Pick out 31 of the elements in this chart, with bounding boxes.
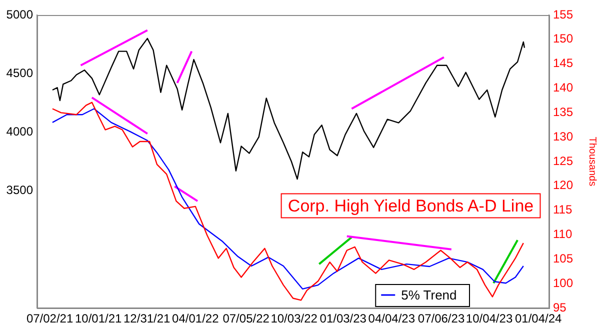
x-tick-label: 10/04/23 xyxy=(466,312,513,326)
x-tick-label: 10/01/21 xyxy=(74,312,122,326)
legend-label: 5% Trend xyxy=(401,288,457,303)
x-tick-label: 12/31/21 xyxy=(124,312,171,326)
y-tick-label: 3500 xyxy=(6,183,34,198)
x-tick-label: 07/05/22 xyxy=(222,312,270,326)
y2-tick-label: 155 xyxy=(553,7,574,22)
y2-tick-label: 95 xyxy=(553,300,567,314)
x-tick-label: 04/01/22 xyxy=(172,312,220,326)
y-tick-label: 4500 xyxy=(6,66,34,80)
y2-tick-label: 125 xyxy=(553,154,574,168)
y-tick-label: 4000 xyxy=(6,124,34,139)
x-tick-label: 10/03/22 xyxy=(270,312,318,326)
x-tick-label: 04/04/23 xyxy=(368,312,416,326)
y2-tick-label: 115 xyxy=(553,202,572,217)
y2-tick-label: 110 xyxy=(553,227,572,242)
y2-tick-label: 130 xyxy=(553,129,574,144)
y2-tick-label: 120 xyxy=(553,178,574,192)
y2-tick-label: 140 xyxy=(553,80,574,95)
y2-tick-label: 135 xyxy=(553,104,574,119)
annotation: Corp. High Yield Bonds A-D Line xyxy=(288,196,534,216)
x-tick-label: 07/06/23 xyxy=(418,312,465,326)
y2-tick-label: 105 xyxy=(553,251,574,266)
x-tick-label: 07/02/21 xyxy=(26,312,74,326)
y2-tick-label: 145 xyxy=(553,56,574,70)
y-tick-label: 5000 xyxy=(6,7,34,22)
y2-axis-title: Thousands xyxy=(586,136,598,186)
y2-tick-label: 100 xyxy=(553,276,574,290)
x-tick-label: 01/04/24 xyxy=(514,312,562,326)
y2-tick-label: 150 xyxy=(553,32,574,46)
x-tick-label: 01/03/23 xyxy=(320,312,367,326)
